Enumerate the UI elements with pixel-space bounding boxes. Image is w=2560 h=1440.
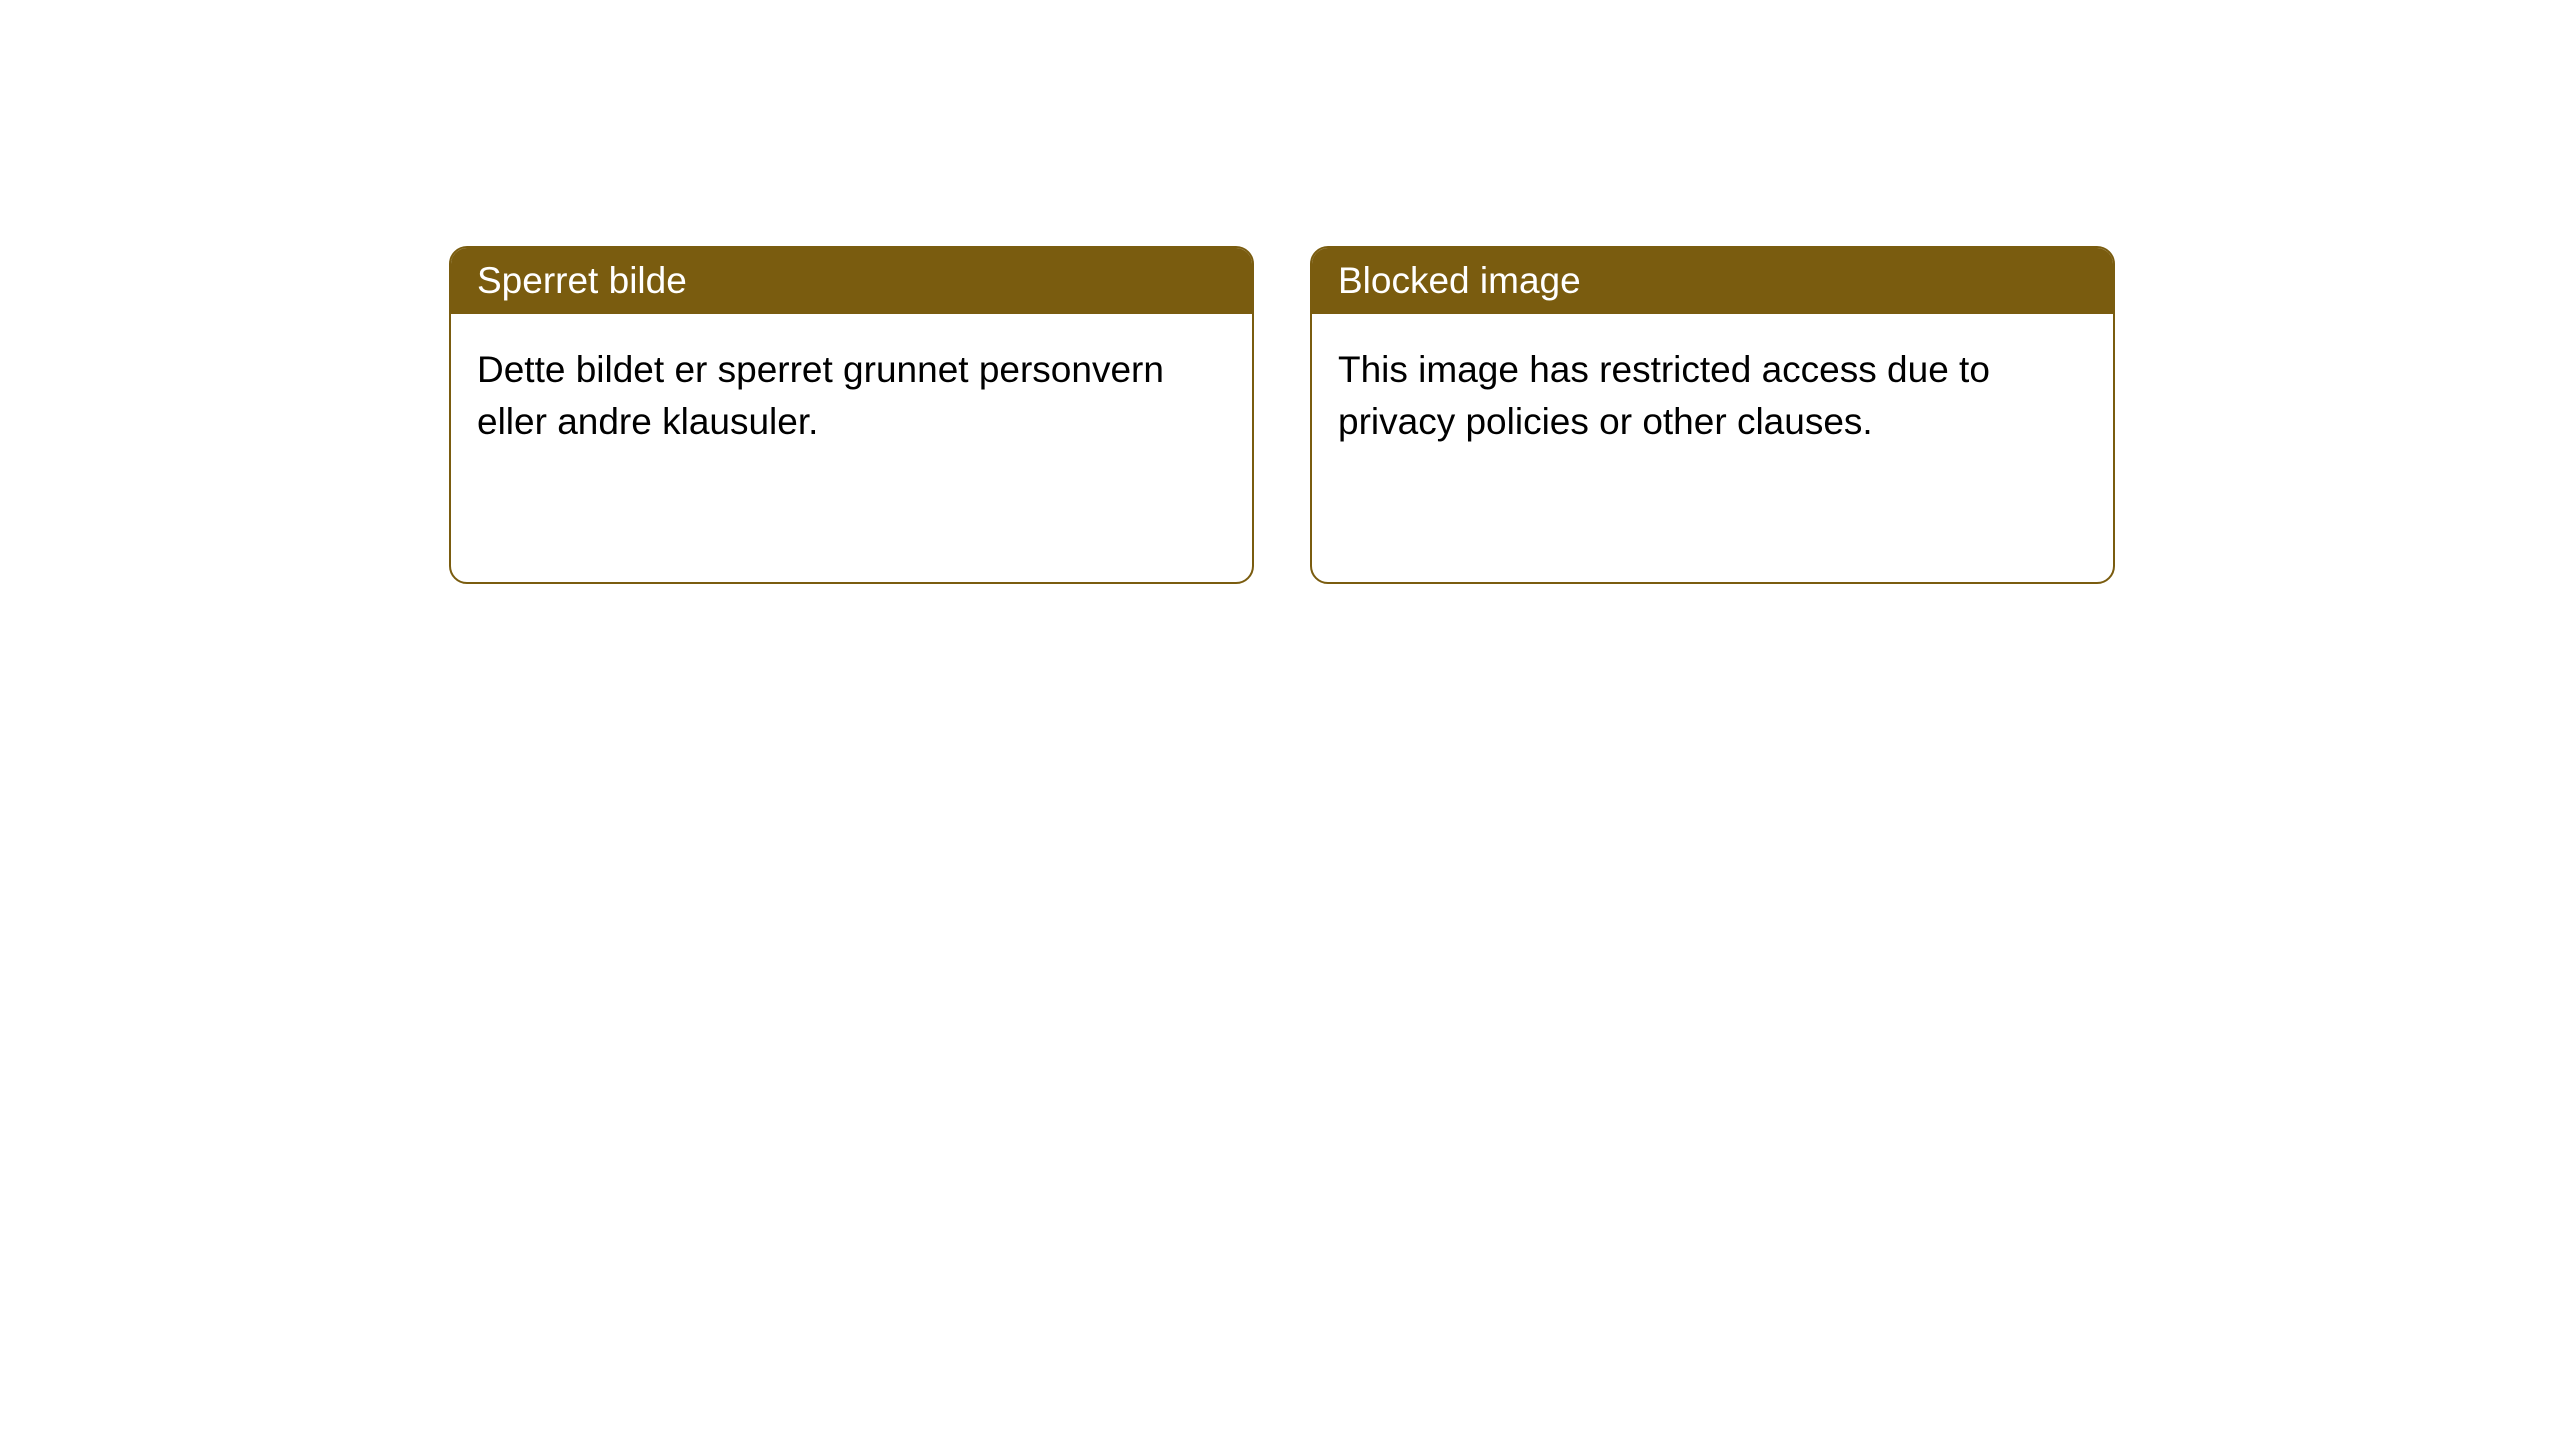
notice-header: Sperret bilde bbox=[451, 248, 1252, 314]
notice-body: This image has restricted access due to … bbox=[1312, 314, 2113, 478]
notice-header: Blocked image bbox=[1312, 248, 2113, 314]
notice-container: Sperret bilde Dette bildet er sperret gr… bbox=[0, 0, 2560, 584]
notice-body: Dette bildet er sperret grunnet personve… bbox=[451, 314, 1252, 478]
notice-card-english: Blocked image This image has restricted … bbox=[1310, 246, 2115, 584]
notice-card-norwegian: Sperret bilde Dette bildet er sperret gr… bbox=[449, 246, 1254, 584]
